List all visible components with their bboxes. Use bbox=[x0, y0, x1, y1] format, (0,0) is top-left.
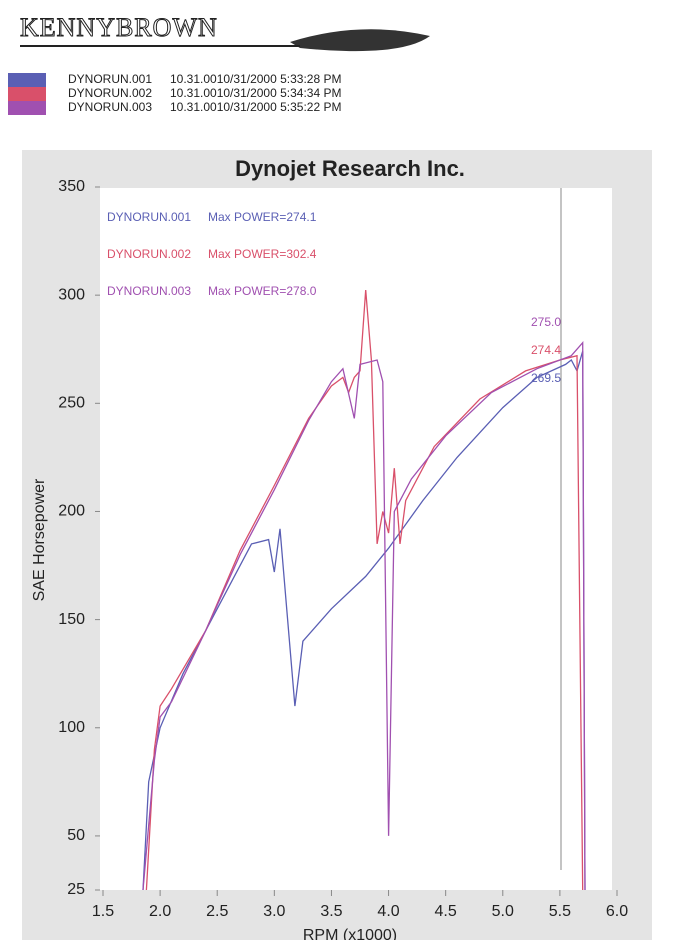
x-tick-label: 2.5 bbox=[206, 903, 228, 920]
y-tick-label: 150 bbox=[58, 611, 85, 628]
legend-swatch bbox=[8, 87, 46, 101]
legend-swatch bbox=[8, 101, 46, 115]
max-power-note: Max POWER=278.0 bbox=[208, 284, 317, 298]
y-tick-label: 350 bbox=[58, 178, 85, 195]
logo-swoosh bbox=[290, 29, 430, 52]
y-tick-label: 25 bbox=[67, 881, 85, 898]
legend-timestamp: 10.31.0010/31/2000 5:33:28 PM bbox=[170, 72, 341, 86]
point-label: 269.5 bbox=[531, 371, 561, 385]
y-tick-label: 100 bbox=[58, 719, 85, 736]
plot-area bbox=[100, 188, 612, 890]
y-axis-label: SAE Horsepower bbox=[31, 478, 48, 601]
series-line bbox=[142, 340, 586, 891]
legend-swatch bbox=[8, 73, 46, 87]
point-label: 274.4 bbox=[531, 343, 561, 357]
legend-timestamp: 10.31.0010/31/2000 5:35:22 PM bbox=[170, 100, 341, 114]
legend-timestamp: 10.31.0010/31/2000 5:34:34 PM bbox=[170, 86, 341, 100]
y-tick-label: 300 bbox=[58, 286, 85, 303]
x-tick-label: 5.0 bbox=[492, 903, 514, 920]
y-tick-label: 250 bbox=[58, 395, 85, 412]
brand: KENNYBROWN bbox=[20, 13, 218, 42]
y-tick-label: 50 bbox=[67, 827, 85, 844]
x-tick-label: 3.5 bbox=[320, 903, 342, 920]
x-tick-label: 4.5 bbox=[435, 903, 457, 920]
legend-name: DYNORUN.003 bbox=[68, 100, 152, 114]
series-line bbox=[142, 351, 586, 891]
chart-title: Dynojet Research Inc. bbox=[235, 156, 465, 181]
point-label: 275.0 bbox=[531, 315, 561, 329]
x-tick-label: 6.0 bbox=[606, 903, 628, 920]
x-tick-label: 2.0 bbox=[149, 903, 171, 920]
x-axis-label: RPM (x1000) bbox=[303, 927, 397, 940]
max-power-note: Max POWER=274.1 bbox=[208, 210, 317, 224]
y-tick-label: 200 bbox=[58, 503, 85, 520]
series-name-note: DYNORUN.003 bbox=[107, 284, 191, 298]
max-power-note: Max POWER=302.4 bbox=[208, 247, 317, 261]
series-name-note: DYNORUN.002 bbox=[107, 247, 191, 261]
x-tick-label: 3.0 bbox=[263, 903, 285, 920]
x-tick-label: 1.5 bbox=[92, 903, 114, 920]
legend-name: DYNORUN.002 bbox=[68, 86, 152, 100]
x-tick-label: 5.5 bbox=[549, 903, 571, 920]
series-name-note: DYNORUN.001 bbox=[107, 210, 191, 224]
legend-name: DYNORUN.001 bbox=[68, 72, 152, 86]
x-tick-label: 4.0 bbox=[377, 903, 399, 920]
